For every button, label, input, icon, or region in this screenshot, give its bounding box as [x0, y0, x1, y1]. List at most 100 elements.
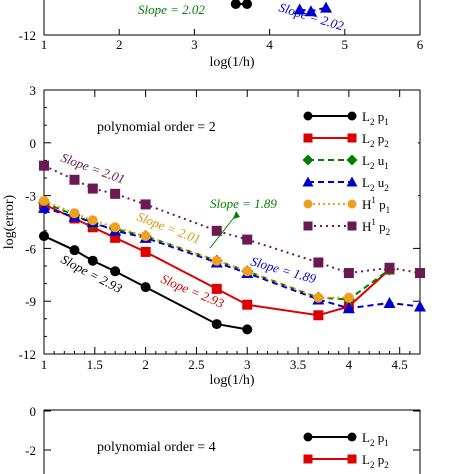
legend-marker — [302, 176, 314, 187]
x-tick-label: 1 — [41, 357, 48, 372]
middle-panel-series — [38, 160, 426, 335]
bottom-legend-marker — [347, 454, 357, 464]
top-slope-annotation-blue: Slope = 2.02 — [277, 0, 346, 34]
series-point — [313, 292, 324, 303]
top-slope-annotation-green: Slope = 2.02 — [138, 2, 205, 17]
series-point — [242, 299, 253, 310]
legend-marker — [346, 154, 358, 166]
series-point — [415, 268, 425, 279]
top-x-tick-label: 2 — [116, 37, 123, 52]
top-panel-series — [230, 0, 332, 17]
series-point — [110, 222, 121, 233]
bottom-legend-label: L2 p1 — [362, 430, 389, 448]
x-tick-label: 1.5 — [87, 357, 103, 372]
legend-label: L2 p2 — [362, 131, 389, 149]
top-series-point — [230, 0, 241, 9]
x-tick-label: 2.5 — [188, 357, 204, 372]
slope-arrow-head — [233, 211, 240, 219]
series-point — [242, 266, 253, 277]
series-point — [110, 188, 121, 199]
series-point — [110, 266, 121, 277]
series-point — [342, 302, 355, 314]
legend-background — [300, 104, 418, 246]
bottom-legend-marker — [303, 432, 313, 442]
series-point — [343, 292, 354, 303]
series-point — [69, 208, 80, 219]
top-x-tick-label: 1 — [41, 37, 48, 52]
series-point — [242, 234, 253, 245]
middle-panel: 1 1.5 2 2.5 3 3.5 4 4.5 3 0 -3 -6 -9 -12 polynomial o… — [2, 83, 426, 388]
bottom-y-tick-label-0: 0 — [30, 404, 37, 419]
y-tick-label: 3 — [30, 83, 37, 98]
bottom-panel-title: polynomial order = 4 — [97, 440, 216, 455]
y-tick-label: -6 — [25, 241, 36, 256]
slope-annotation-l2u2: Slope = 1.89 — [249, 253, 318, 286]
series-point — [39, 231, 49, 242]
legend-marker — [302, 154, 314, 166]
series-point — [140, 282, 151, 293]
series-point — [110, 232, 121, 243]
y-tick-label: -9 — [25, 294, 36, 309]
legend-label: L2 p1 — [362, 109, 389, 127]
y-tick-label: -3 — [25, 189, 36, 204]
top-series-point — [293, 3, 306, 15]
series-point — [211, 283, 222, 294]
legend-marker — [346, 176, 358, 187]
series-point — [384, 262, 395, 273]
series-l2-p1 — [39, 231, 253, 335]
top-x-tick-label: 5 — [342, 37, 349, 52]
legend-label: L2 u1 — [362, 153, 389, 171]
series-h1-p1 — [39, 195, 354, 303]
top-series-point — [242, 0, 253, 9]
series-point — [211, 255, 222, 266]
top-x-tick-label: 6 — [417, 37, 424, 52]
x-tick-label: 4 — [346, 357, 353, 372]
top-panel-frame — [43, 0, 421, 36]
series-point — [69, 174, 80, 185]
bottom-panel-ticks — [44, 410, 420, 451]
series-point — [38, 201, 50, 213]
series-point — [313, 257, 324, 268]
x-tick-label: 4.5 — [392, 357, 408, 372]
series-line — [43, 203, 391, 317]
legend-marker — [303, 199, 313, 209]
x-tick-label: 2 — [142, 357, 149, 372]
legend-marker — [303, 221, 313, 231]
series-point — [87, 255, 98, 266]
legend-marker — [303, 111, 313, 121]
top-panel-ticks: 1 2 3 4 5 6 — [41, 29, 424, 52]
y-tick-label: -12 — [19, 347, 36, 362]
legend-marker — [347, 111, 357, 121]
bottom-y-tick-label-1: -2 — [25, 443, 36, 458]
series-point — [140, 246, 151, 257]
middle-panel-frame — [43, 89, 421, 355]
series-point — [140, 231, 151, 242]
series-point — [69, 245, 80, 256]
middle-y-axis-label: log(error) — [2, 194, 17, 249]
series-line — [43, 199, 349, 299]
top-x-tick-label: 4 — [266, 37, 273, 52]
series-point — [414, 300, 426, 312]
legend-marker — [347, 133, 357, 143]
legend-label: H1 p2 — [362, 217, 390, 237]
series-point — [383, 296, 396, 308]
series-point — [211, 319, 222, 330]
legend-label: H1 p1 — [362, 195, 390, 215]
series-point — [140, 199, 151, 210]
legend-label: L2 u2 — [362, 175, 389, 193]
middle-x-axis-label: log(1/h) — [209, 373, 254, 388]
slope-annotation-h1p2: Slope = 2.01 — [59, 150, 127, 187]
middle-panel-ticks: 1 1.5 2 2.5 3 3.5 4 4.5 3 0 -3 -6 -9 -12 — [19, 83, 420, 372]
top-x-axis-label: log(1/h) — [209, 55, 254, 70]
top-series-point — [304, 5, 317, 17]
slope-annotation-l2u1: Slope = 1.89 — [210, 196, 277, 211]
legend-marker — [303, 133, 313, 143]
slope-arrow-l2u1 — [209, 214, 237, 249]
series-line — [43, 164, 421, 275]
series-h1-p2 — [39, 160, 425, 279]
series-point — [87, 183, 98, 194]
top-panel: 1 2 3 4 5 6 -12 Slope = 2.02 Slope = 2.02 log… — [19, 0, 424, 70]
